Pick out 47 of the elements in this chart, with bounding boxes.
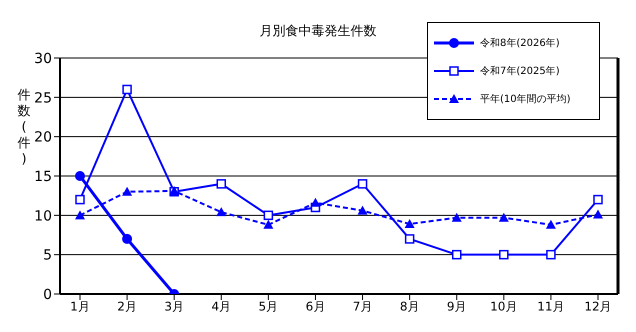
point bbox=[122, 84, 132, 94]
point bbox=[358, 206, 368, 215]
point bbox=[404, 218, 415, 228]
point bbox=[263, 220, 274, 229]
point bbox=[452, 212, 462, 222]
legend-label: 令和8年(2026年) bbox=[480, 36, 560, 50]
point bbox=[216, 179, 226, 189]
point bbox=[75, 194, 85, 204]
point bbox=[310, 198, 320, 207]
point bbox=[593, 210, 603, 219]
x-tick-label: 3月 bbox=[164, 300, 184, 314]
point bbox=[75, 210, 85, 220]
point bbox=[264, 210, 274, 220]
y-tick-label: 5 bbox=[43, 248, 52, 264]
x-tick-label: 1月 bbox=[70, 300, 90, 314]
point bbox=[593, 194, 603, 204]
legend-label: 平年(10年間の平均) bbox=[480, 93, 571, 106]
x-tick-label: 9月 bbox=[446, 300, 467, 314]
point bbox=[499, 250, 509, 260]
x-tick-label: 11月 bbox=[537, 300, 565, 314]
point bbox=[546, 220, 556, 229]
point bbox=[358, 179, 368, 189]
legend-label: 令和7年(2025年) bbox=[480, 64, 560, 78]
y-tick-label: 0 bbox=[43, 286, 52, 303]
x-tick-label: 4月 bbox=[211, 300, 232, 314]
point bbox=[75, 171, 85, 181]
point bbox=[498, 212, 509, 222]
point bbox=[122, 186, 132, 196]
point bbox=[546, 250, 556, 260]
chart-title: 月別食中毒発生件数 bbox=[258, 23, 378, 40]
x-tick-label: 8月 bbox=[400, 300, 420, 314]
y-tick-label: 10 bbox=[34, 208, 52, 224]
y-tick-label: 15 bbox=[34, 168, 52, 185]
point bbox=[122, 234, 132, 244]
x-tick-label: 12月 bbox=[584, 300, 612, 314]
x-tick-label: 6月 bbox=[306, 300, 326, 314]
x-tick-label: 10月 bbox=[490, 300, 518, 314]
y-tick-label: 20 bbox=[34, 130, 52, 146]
point bbox=[216, 207, 226, 216]
x-tick-label: 5月 bbox=[258, 300, 278, 314]
y-tick-label: 30 bbox=[34, 50, 52, 67]
x-tick-label: 2月 bbox=[117, 300, 137, 314]
x-tick-label: 7月 bbox=[352, 300, 372, 314]
point bbox=[452, 250, 462, 260]
y-tick-label: 25 bbox=[34, 90, 52, 106]
point bbox=[404, 234, 414, 244]
y-axis-title: 件数(件) bbox=[16, 88, 32, 168]
